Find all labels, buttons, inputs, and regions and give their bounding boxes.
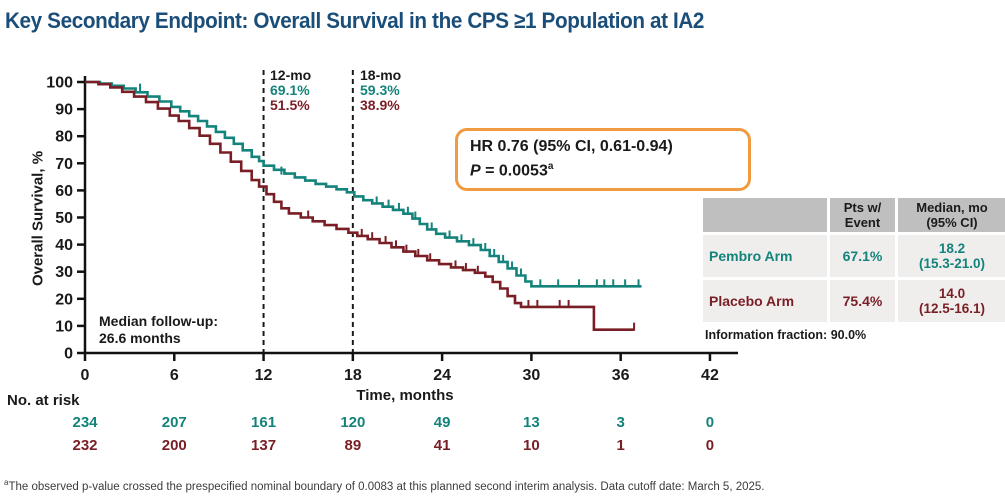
x-tick-label: 6 <box>170 367 179 384</box>
p-value-footnote-marker: a <box>547 161 554 172</box>
y-tick-label: 90 <box>55 102 73 119</box>
p-italic: P <box>470 162 481 180</box>
summary-row-placebo-events: 75.4% <box>830 280 895 322</box>
y-tick-label: 100 <box>46 75 73 92</box>
km-curve <box>85 80 642 288</box>
summary-row-placebo-median: 14.0 (12.5-16.1) <box>898 280 1005 322</box>
hr-line: HR 0.76 (95% CI, 0.61-0.94) <box>470 138 673 155</box>
risk-count: 234 <box>72 414 98 431</box>
risk-count: 1 <box>616 437 625 454</box>
information-fraction: Information fraction: 90.0% <box>705 328 867 342</box>
x-tick-label: 30 <box>523 367 541 384</box>
summary-header-empty <box>703 198 827 232</box>
summary-header-median: Median, mo (95% CI) <box>898 198 1005 232</box>
summary-row-pembro-median: 18.2 (15.3-21.0) <box>898 235 1005 277</box>
y-axis-title: Overall Survival, % <box>29 150 47 287</box>
y-tick-label: 30 <box>55 264 73 281</box>
y-tick-label: 40 <box>55 237 73 254</box>
landmark-18mo-pembro-rate: 59.3% <box>360 82 400 98</box>
risk-row-placebo: 232 200 137 89 41 10 1 0 <box>0 437 750 455</box>
km-curve <box>85 80 635 331</box>
x-tick-label: 0 <box>81 367 90 384</box>
p-value: = 0.0053 <box>480 162 548 180</box>
x-tick-label: 18 <box>344 367 362 384</box>
hazard-ratio-callout: HR 0.76 (95% CI, 0.61-0.94) P = 0.0053a <box>455 128 751 192</box>
x-tick-label: 36 <box>612 367 630 384</box>
median-followup-line1: Median follow-up: <box>99 313 218 329</box>
risk-count: 200 <box>161 437 187 454</box>
summary-row-pembro-name: Pembro Arm <box>703 235 827 277</box>
summary-table: Pts w/ Event Median, mo (95% CI) Pembro … <box>703 198 1005 322</box>
y-tick-label: 50 <box>55 210 73 227</box>
x-tick-label: 12 <box>255 367 273 384</box>
risk-count: 10 <box>523 437 540 454</box>
risk-count: 89 <box>344 437 362 454</box>
risk-count: 3 <box>616 414 625 431</box>
risk-count: 0 <box>705 437 715 454</box>
risk-count: 49 <box>433 414 451 431</box>
footnote-text: The observed p-value crossed the prespec… <box>8 480 765 493</box>
risk-count: 137 <box>251 437 277 454</box>
risk-count: 0 <box>705 414 715 431</box>
summary-row-pembro-events: 67.1% <box>830 235 895 277</box>
footnote-marker: a <box>4 478 9 487</box>
landmark-12mo-placebo-rate: 51.5% <box>270 97 310 113</box>
landmark-12mo-label: 12-mo <box>270 67 312 83</box>
risk-count: 207 <box>161 414 187 431</box>
no-at-risk-label: No. at risk <box>7 392 80 409</box>
summary-header-pts-w-event: Pts w/ Event <box>830 198 895 232</box>
landmark-18mo-placebo-rate: 38.9% <box>360 97 400 113</box>
landmark-18mo-label: 18-mo <box>360 67 402 83</box>
y-tick-label: 10 <box>55 318 73 335</box>
landmark-12mo-pembro-rate: 69.1% <box>270 82 310 98</box>
risk-count: 161 <box>251 414 277 431</box>
y-tick-label: 20 <box>55 291 73 308</box>
y-tick-label: 0 <box>64 346 73 363</box>
y-tick-label: 60 <box>55 183 73 200</box>
risk-row-pembro: 234 207 161 120 49 13 3 0 <box>0 414 750 432</box>
x-tick-label: 42 <box>701 367 719 384</box>
summary-row-placebo-name: Placebo Arm <box>703 280 827 322</box>
risk-count: 120 <box>340 414 366 431</box>
median-followup-note: Median follow-up: 26.6 months <box>99 313 218 347</box>
km-survival-plot: 0 10 20 30 40 50 60 70 80 90 100 0 6 12 18 24 30 36 42 <box>46 70 738 384</box>
y-tick-label: 70 <box>55 156 73 173</box>
median-followup-line2: 26.6 months <box>99 330 181 346</box>
slide-title: Key Secondary Endpoint: Overall Survival… <box>5 8 705 33</box>
x-tick-label: 24 <box>433 367 451 384</box>
risk-count: 41 <box>433 437 451 454</box>
footnote: aThe observed p-value crossed the prespe… <box>4 478 994 493</box>
p-value-line: P = 0.0053a <box>470 157 738 181</box>
risk-count: 13 <box>523 414 540 431</box>
risk-count: 232 <box>72 437 98 454</box>
y-tick-label: 80 <box>55 129 73 146</box>
landmark-12mo: 12-mo 69.1% 51.5% <box>270 68 311 113</box>
landmark-18mo: 18-mo 59.3% 38.9% <box>360 68 401 113</box>
x-axis-title: Time, months <box>356 387 454 404</box>
